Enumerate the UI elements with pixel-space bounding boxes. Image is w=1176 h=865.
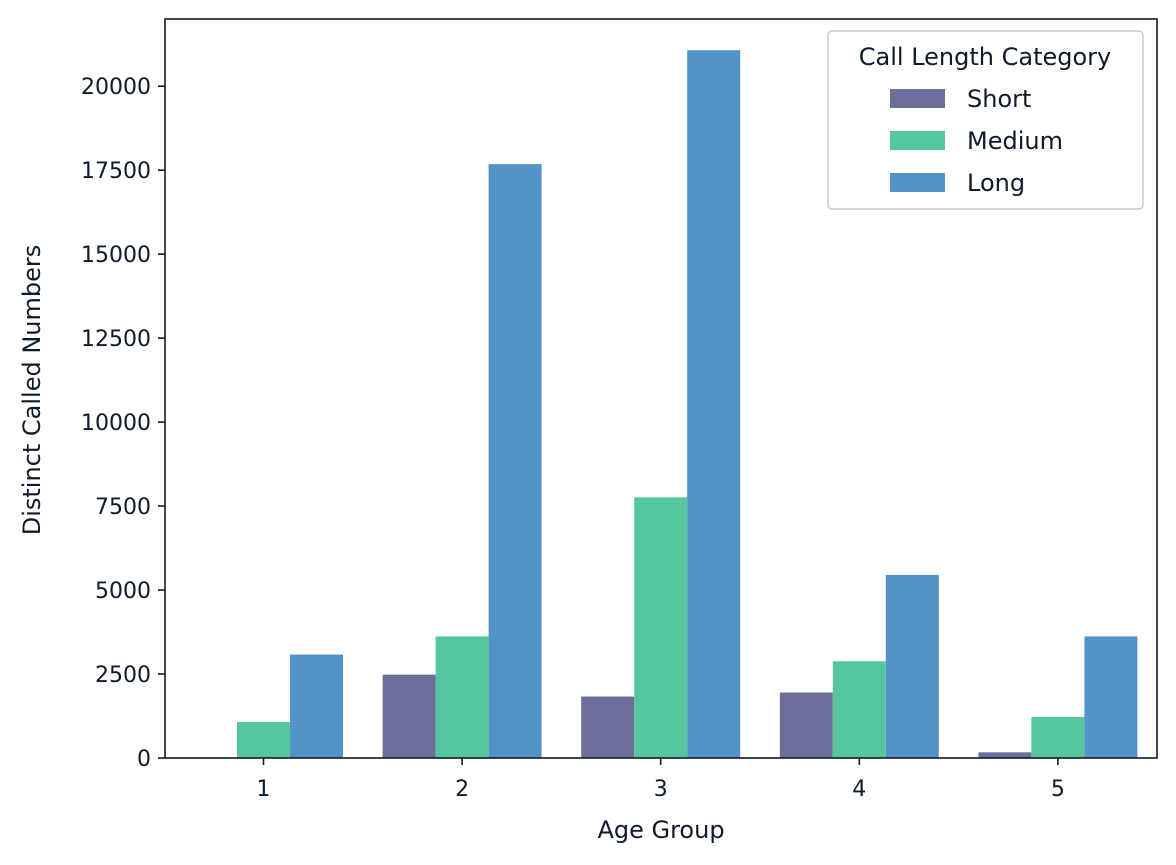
bar-long-group-5 [1084, 636, 1138, 758]
y-axis-label: Distinct Called Numbers [18, 245, 46, 536]
y-tick-label: 5000 [95, 579, 151, 604]
x-tick-label: 4 [852, 777, 866, 802]
bar-long-group-3 [687, 50, 741, 759]
y-tick-label: 10000 [81, 411, 151, 436]
legend-title: Call Length Category [859, 43, 1111, 71]
legend-entries: Short Medium Long [890, 85, 1063, 197]
y-tick-label: 20000 [81, 75, 151, 100]
y-tick-label: 17500 [81, 159, 151, 184]
y-tick-label: 2500 [95, 663, 151, 688]
bar-medium-group-5 [1031, 717, 1085, 758]
legend-swatch-short [890, 89, 945, 108]
legend-swatch-long [890, 173, 945, 192]
x-tick-label: 1 [257, 777, 271, 802]
x-axis-label: Age Group [597, 816, 724, 844]
y-axis: 0 2500 5000 7500 10000 12500 15000 17500 20000 [81, 75, 165, 772]
bar-long-group-1 [290, 654, 343, 758]
bar-short-group-4 [779, 692, 833, 758]
legend-swatch-medium [890, 131, 945, 150]
bar-long-group-2 [488, 164, 542, 759]
bar-medium-group-3 [634, 497, 688, 758]
bars-layer [237, 50, 1138, 759]
legend-label-medium: Medium [967, 127, 1063, 155]
x-tick-label: 5 [1051, 777, 1065, 802]
y-tick-label: 7500 [95, 495, 151, 520]
y-tick-label: 15000 [81, 243, 151, 268]
bar-short-group-2 [382, 674, 436, 758]
bar-long-group-4 [885, 574, 939, 758]
legend-label-long: Long [967, 169, 1025, 197]
legend-label-short: Short [967, 85, 1031, 113]
legend-box [827, 30, 1144, 210]
x-tick-label: 2 [455, 777, 469, 802]
y-tick-label: 12500 [81, 327, 151, 352]
bar-medium-group-2 [435, 636, 489, 758]
y-tick-label: 0 [137, 747, 151, 772]
legend: Call Length Category Short Medium Long [827, 30, 1144, 210]
bar-short-group-5 [978, 752, 1032, 758]
x-tick-label: 3 [654, 777, 668, 802]
bar-short-group-3 [581, 696, 635, 758]
bar-medium-group-1 [237, 722, 290, 758]
x-axis: 1 2 3 4 5 [257, 758, 1065, 802]
bar-medium-group-4 [832, 661, 886, 758]
